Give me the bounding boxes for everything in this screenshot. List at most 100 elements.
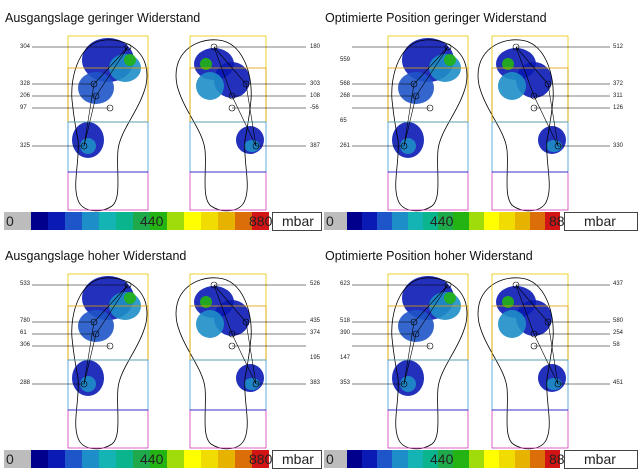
sensor-point (80, 380, 88, 388)
sensor-point (124, 43, 132, 51)
sensor-point (90, 318, 98, 326)
legend-color-segment (514, 450, 530, 468)
panel-title: Ausgangslage geringer Widerstand (5, 11, 201, 25)
value-label: 451 (613, 380, 624, 386)
value-label: 559 (340, 57, 351, 63)
sensor-point (106, 104, 114, 112)
legend-color-segment (407, 212, 423, 230)
legend-color-segment (468, 450, 485, 468)
legend-unit-label: mbar (282, 451, 314, 467)
sensor-point (530, 330, 538, 338)
pressure-panel-3: Ausgangslage hoher Widerstand 533 780 61… (0, 238, 322, 475)
legend-color-segment (422, 212, 439, 230)
value-label: 325 (20, 143, 31, 149)
sensor-point (444, 43, 452, 51)
value-label: 512 (613, 44, 624, 50)
value-label: 180 (310, 44, 321, 50)
pressure-blob (444, 54, 456, 66)
value-label: 61 (20, 330, 27, 336)
legend-color-segment (183, 212, 201, 230)
sensor-point (512, 43, 520, 51)
legend-color-segment (200, 212, 218, 230)
value-label: 390 (340, 330, 351, 336)
sensor-point (412, 330, 420, 338)
value-label: 206 (20, 93, 31, 99)
sensor-point (242, 80, 250, 88)
legend-unit-label: mbar (584, 451, 616, 467)
pressure-plot (32, 35, 306, 212)
color-scale-legend: 0 440 880 mbar (324, 449, 640, 469)
legend-mid-label: 440 (430, 451, 454, 467)
value-label: 65 (340, 118, 347, 124)
center-of-pressure-path (403, 46, 449, 147)
legend-color-segment (132, 450, 150, 468)
pressure-blob (498, 310, 526, 338)
sensor-zone (491, 409, 569, 449)
value-label: 435 (310, 318, 321, 324)
legend-color-segment (376, 450, 393, 468)
sensor-point (426, 104, 434, 112)
legend-mid-label: 440 (140, 451, 164, 467)
legend-color-segment (47, 450, 65, 468)
pressure-blob (400, 376, 416, 392)
pressure-blob (502, 296, 514, 308)
sensor-point (92, 92, 100, 100)
legend-min-label: 0 (326, 213, 334, 229)
legend-color-segment (64, 212, 82, 230)
legend-color-segment (98, 212, 116, 230)
value-label: 303 (310, 81, 321, 87)
sensor-zone (491, 171, 569, 211)
left-foot-outline (71, 39, 148, 212)
legend-color-segment (453, 450, 469, 468)
sensor-map (352, 35, 610, 212)
center-of-pressure-path (515, 284, 559, 385)
sensor-point (530, 92, 538, 100)
value-label: 261 (340, 143, 351, 149)
legend-color-segment (544, 450, 561, 468)
legend-color-segment (115, 450, 133, 468)
value-label: -56 (310, 105, 319, 111)
color-scale-legend: 0 440 880 mbar (324, 211, 640, 231)
legend-color-segment (4, 450, 31, 468)
sensor-point (410, 318, 418, 326)
pressure-blob (196, 310, 224, 338)
value-label: 533 (20, 281, 31, 287)
left-foot-outline (391, 39, 468, 212)
legend-color-segment (498, 450, 515, 468)
legend-color-segment (544, 212, 561, 230)
legend-mid-label: 440 (430, 213, 454, 229)
sensor-map (32, 35, 306, 212)
legend-min-label: 0 (326, 451, 334, 467)
value-label: 580 (613, 318, 624, 324)
right-foot-outline (175, 277, 252, 450)
legend-unit-box (564, 212, 638, 231)
panel-title: Optimierte Position geringer Widerstand (325, 11, 547, 25)
sensor-point (426, 342, 434, 350)
pressure-blob (196, 72, 224, 100)
value-label: 437 (613, 281, 624, 287)
panel-title: Optimierte Position hoher Widerstand (325, 249, 533, 263)
legend-color-segment (437, 450, 454, 468)
color-scale-legend: 0 440 880 mbar (4, 211, 322, 231)
legend-color-segment (166, 212, 184, 230)
legend-color-segment (183, 450, 201, 468)
legend-color-segment (30, 450, 48, 468)
value-label: 330 (613, 143, 624, 149)
legend-color-segment (234, 212, 252, 230)
sensor-point (412, 92, 420, 100)
legend-color-segment (81, 212, 99, 230)
legend-color-segment (166, 450, 184, 468)
sensor-point (554, 142, 562, 150)
legend-max-label: 880 (249, 213, 273, 229)
value-label: 195 (310, 355, 321, 361)
legend-color-segment (4, 212, 31, 230)
legend-color-segment (149, 212, 167, 230)
legend-unit-label: mbar (282, 213, 314, 229)
legend-color-segment (234, 450, 252, 468)
panel-title: Ausgangslage hoher Widerstand (5, 249, 187, 263)
legend-color-segment (529, 212, 546, 230)
legend-color-segment (98, 450, 116, 468)
sensor-point (444, 281, 452, 289)
legend-color-segment (514, 212, 530, 230)
pressure-panel-1: Ausgangslage geringer Widerstand 304 328… (0, 0, 322, 237)
